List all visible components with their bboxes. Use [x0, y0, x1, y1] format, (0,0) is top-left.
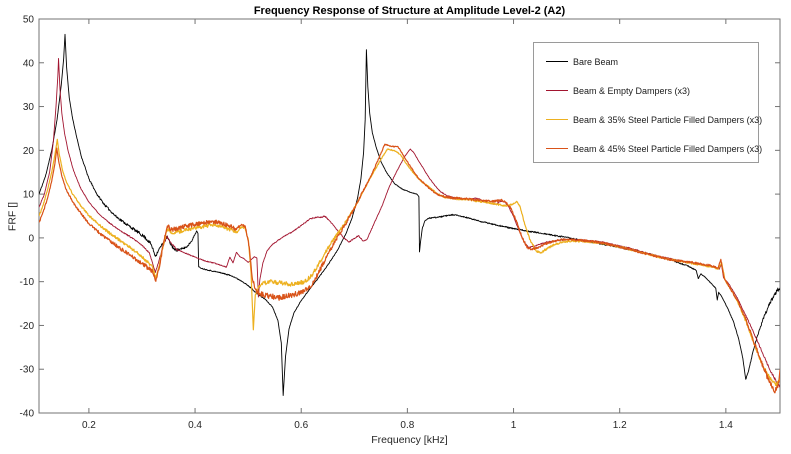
legend-label: Beam & 45% Steel Particle Filled Dampers… [573, 143, 763, 154]
y-tick-label: -20 [20, 321, 35, 332]
legend-entry: Beam & 35% Steel Particle Filled Dampers… [534, 105, 762, 134]
series-line-beam-45-steel-particle-filled-dampers-x3 [39, 143, 780, 394]
series-line-beam-35-steel-particle-filled-dampers-x3 [39, 138, 780, 387]
legend-line-swatch [546, 147, 568, 150]
x-tick-label: 0.8 [400, 420, 414, 431]
y-tick-label: -40 [20, 409, 35, 420]
x-tick-label: 0.2 [82, 420, 96, 431]
y-tick-label: 0 [28, 233, 34, 244]
legend-entry: Bare Beam [534, 47, 758, 76]
legend: Bare Beam Beam & Empty Dampers (x3) Beam… [533, 42, 762, 163]
x-tick-label: 1.4 [719, 420, 733, 431]
chart-title: Frequency Response of Structure at Ampli… [253, 5, 566, 17]
x-tick-label: 0.6 [294, 420, 308, 431]
x-tick-label: 1 [511, 420, 517, 431]
y-tick-label: -30 [20, 365, 35, 376]
x-tick-label: 1.2 [613, 420, 627, 431]
legend-entry: Beam & Empty Dampers (x3) [534, 76, 758, 105]
y-tick-label: 10 [23, 190, 35, 201]
y-tick-label: 20 [23, 146, 35, 157]
y-tick-label: 50 [23, 15, 35, 26]
legend-line-swatch [546, 118, 568, 121]
y-tick-label: 40 [23, 58, 35, 69]
legend-label: Bare Beam [573, 56, 619, 67]
x-tick-label: 0.4 [188, 420, 202, 431]
legend-line-swatch [546, 60, 568, 63]
legend-label: Beam & 35% Steel Particle Filled Dampers… [573, 114, 763, 125]
legend-line-swatch [546, 89, 568, 92]
y-tick-label: -10 [20, 277, 35, 288]
y-axis-label: FRF [] [6, 201, 19, 232]
x-axis-label: Frequency [kHz] [371, 434, 448, 446]
legend-label: Beam & Empty Dampers (x3) [573, 85, 691, 96]
legend-entry: Beam & 45% Steel Particle Filled Dampers… [534, 134, 762, 163]
y-tick-label: 30 [23, 102, 35, 113]
